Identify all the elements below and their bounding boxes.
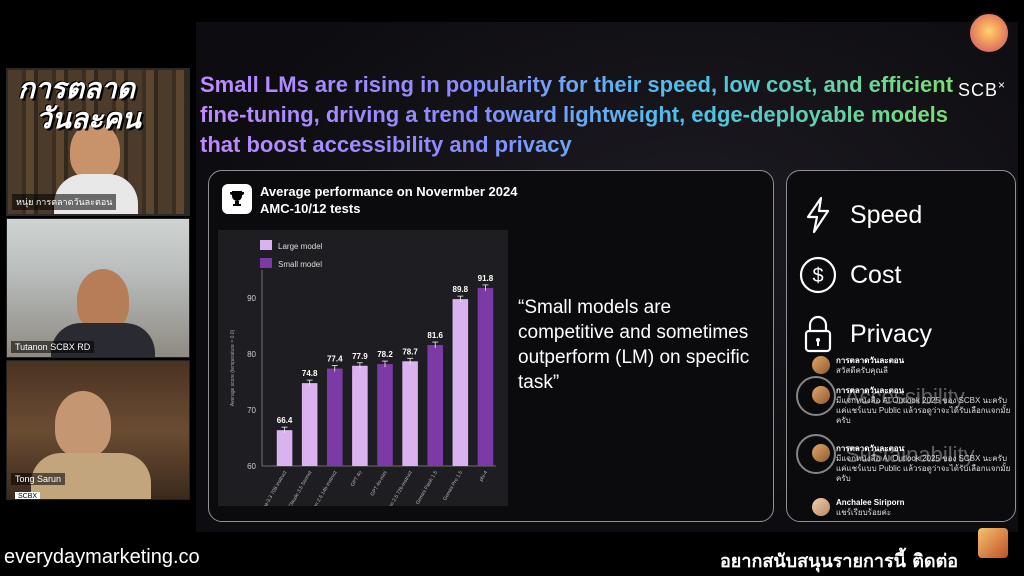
show-logo-line2: วันละคน [36, 102, 141, 135]
trophy-icon [222, 184, 252, 214]
data-label: 78.7 [402, 347, 418, 356]
host-avatar [70, 122, 120, 180]
participant-1-head [77, 269, 129, 331]
x-tick-label: Qwen 2.5 14b-Instruct [309, 469, 339, 506]
chat-comment: การตลาดวันละตอน มีแจกหนังสือ AI Outlook … [812, 386, 1012, 426]
bar [276, 430, 293, 466]
bar [326, 368, 343, 466]
feature-speed-label: Speed [850, 200, 923, 229]
participant-2-name: Tong Sarun [11, 473, 66, 485]
bar [352, 365, 368, 466]
comment-text: มีแจกหนังสือ AI Outlook 2025 ของ SCBX นะ… [836, 454, 1011, 483]
dollar-icon: $ [796, 253, 840, 297]
website-url: everydaymarketing.co [4, 546, 200, 568]
x-tick-label: Llama-3.3 70B Instruct [258, 469, 289, 506]
bar-chart: Large model Small model 60 70 80 90 Average sc… [230, 240, 496, 517]
x-tick-label: Gemini Flash 1.5 [415, 470, 439, 506]
y-tick-label: 80 [247, 350, 256, 359]
comment-avatar [812, 386, 830, 404]
comment-avatar [812, 356, 830, 374]
bar [477, 287, 494, 466]
y-tick-label: 60 [247, 462, 256, 471]
x-tick-label: phi-4 [478, 470, 489, 483]
comment-avatar [812, 498, 830, 516]
feature-privacy-label: Privacy [850, 319, 932, 348]
chat-comment: การตลาดวันละตอน สวัสดีครับคุณลี [812, 356, 1012, 376]
scb-logo-mark: × [998, 78, 1007, 92]
ghost-feature-sustainability: Sustainability [845, 442, 975, 467]
comment-author: การตลาดวันละตอน [836, 386, 905, 395]
bar [402, 361, 418, 466]
x-tick-label: GPT 4o [350, 470, 364, 488]
comment-author: การตลาดวันละตอน [836, 356, 905, 365]
data-label: 74.8 [302, 369, 318, 378]
comment-text: แชร์เรียบร้อยค่ะ [836, 508, 892, 517]
comment-avatar [812, 444, 830, 462]
comment-author: Anchalee Siriporn [836, 498, 905, 507]
comment-author: การตลาดวันละตอน [836, 444, 905, 453]
card-title: Average performance on Novermber 2024 AM… [260, 183, 517, 217]
participant-2-tag: SCBX [15, 492, 41, 499]
x-tick-label: GPT 4o-mini [370, 470, 389, 497]
bar [427, 345, 444, 466]
data-label: 81.6 [427, 331, 443, 340]
host-video-tile: การตลาด วันละคน หนุ่ย การตลาดวันละตอน [6, 68, 190, 216]
ghost-feature-accessibility: Accessibility [845, 384, 965, 409]
show-logo-title: การตลาด วันละคน [18, 74, 141, 134]
scb-logo-text: SCB [958, 80, 999, 100]
participant-2-head [55, 391, 111, 457]
x-tick-label: Claude 3.5 Sonnet [287, 469, 313, 506]
comment-text: สวัสดีครับคุณลี [836, 366, 888, 375]
sponsor-cta: อยากสนับสนุนรายการนี้ ติดต่อ [720, 551, 959, 572]
card-title-line2: AMC-10/12 tests [260, 201, 361, 216]
bar-chart-panel: Large model Small model 60 70 80 90 Average sc… [218, 230, 508, 517]
chat-comment: Anchalee Siriporn แชร์เรียบร้อยค่ะ [812, 498, 1012, 518]
data-label: 91.8 [478, 274, 494, 283]
participant-1-name: Tutanon SCBX RD [11, 341, 95, 353]
feature-cost-label: Cost [850, 260, 902, 289]
viewer-avatar [968, 12, 1010, 54]
legend-label: Large model [278, 242, 323, 251]
show-logo-line1: การตลาด [18, 72, 135, 105]
bar [301, 383, 318, 466]
card-title-line1: Average performance on Novermber 2024 [260, 184, 518, 199]
comment-text: มีแจกหนังสือ AI Outlook 2025 ของ SCBX นะ… [836, 396, 1011, 425]
svg-text:$: $ [812, 265, 823, 287]
y-tick-label: 90 [247, 294, 256, 303]
legend-swatch [260, 258, 272, 268]
scb-logo: SCB× [958, 78, 1006, 101]
lightning-icon [796, 193, 840, 237]
footer-thumbnail [978, 528, 1008, 558]
lock-icon [796, 312, 840, 356]
data-label: 89.8 [453, 285, 469, 294]
feature-cost: $ Cost [796, 253, 901, 297]
globe-icon [796, 434, 836, 474]
data-label: 77.9 [352, 352, 368, 361]
chat-comment: การตลาดวันละตอน มีแจกหนังสือ AI Outlook … [812, 444, 1012, 484]
data-label: 78.2 [377, 350, 393, 359]
slide-quote: “Small models are competitive and someti… [518, 297, 750, 393]
feature-privacy: Privacy [796, 312, 932, 356]
participant-tile-2: Tong Sarun SCBX [6, 360, 190, 500]
x-tick-label: Qwen 2.5 72b-instruct [384, 469, 414, 506]
participant-tile-1: Tutanon SCBX RD [6, 218, 190, 358]
people-icon [796, 376, 836, 416]
host-name-label: หนุ่ย การตลาดวันละตอน [12, 194, 117, 210]
y-axis-label: Average score (temperature = 0.0) [230, 329, 236, 406]
slide-headline: Small LMs are rising in popularity for t… [200, 70, 960, 160]
x-tick-label: Gemini Pro 1.5 [442, 470, 464, 502]
legend-swatch [260, 240, 272, 250]
bar [452, 299, 469, 466]
feature-speed: Speed [796, 193, 922, 237]
data-label: 77.4 [327, 355, 343, 364]
data-label: 66.4 [277, 416, 293, 425]
bar [377, 364, 393, 466]
y-tick-label: 70 [247, 406, 256, 415]
legend-label: Small model [278, 260, 322, 269]
